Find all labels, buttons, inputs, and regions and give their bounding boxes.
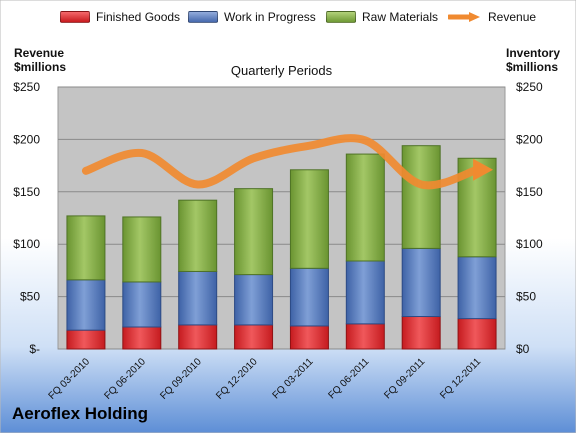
bar-raw-materials bbox=[66, 215, 106, 281]
bar-finished-goods bbox=[66, 329, 106, 350]
arrow-icon bbox=[448, 12, 480, 22]
bar-work-in-progress bbox=[345, 260, 385, 325]
bar-raw-materials bbox=[289, 169, 329, 269]
legend: Finished Goods Work in Progress Raw Mate… bbox=[0, 10, 576, 34]
x-tick-label: FQ 09-2010 bbox=[158, 356, 204, 402]
right-axis-title: Inventory $millions bbox=[506, 46, 560, 74]
y-tick-label-left: $250 bbox=[13, 80, 40, 94]
bar-work-in-progress bbox=[401, 247, 441, 318]
bar-finished-goods bbox=[122, 326, 162, 350]
bar-work-in-progress bbox=[66, 279, 106, 331]
bar-raw-materials bbox=[401, 145, 441, 249]
x-tick-label: FQ 03-2011 bbox=[271, 356, 316, 401]
legend-item-work-in-progress: Work in Progress bbox=[188, 10, 316, 24]
y-tick-label-right: $250 bbox=[516, 80, 543, 94]
left-axis-title-line1: Revenue bbox=[14, 46, 65, 60]
legend-label-work-in-progress: Work in Progress bbox=[224, 10, 316, 24]
legend-item-raw-materials: Raw Materials bbox=[326, 10, 438, 24]
bar-finished-goods bbox=[345, 323, 385, 350]
x-tick-label: FQ 12-2011 bbox=[438, 356, 483, 401]
legend-label-raw-materials: Raw Materials bbox=[362, 10, 439, 24]
legend-item-revenue: Revenue bbox=[448, 10, 536, 24]
x-tick-label: FQ 03-2010 bbox=[47, 356, 93, 402]
left-axis-title: Revenue $millions bbox=[14, 46, 66, 74]
bar-finished-goods bbox=[178, 324, 218, 350]
company-title: Aeroflex Holding bbox=[12, 404, 149, 423]
bar-finished-goods bbox=[457, 318, 497, 350]
bar-raw-materials bbox=[122, 216, 162, 283]
revenue-line bbox=[81, 134, 482, 190]
bar-work-in-progress bbox=[289, 267, 329, 327]
y-tick-label-right: $0 bbox=[516, 342, 530, 356]
legend-label-finished-goods: Finished Goods bbox=[96, 10, 181, 24]
y-tick-label-right: $200 bbox=[516, 132, 543, 146]
x-tick-label: FQ 09-2011 bbox=[382, 356, 427, 401]
y-tick-label-left: $200 bbox=[13, 132, 40, 146]
legend-label-revenue: Revenue bbox=[488, 10, 537, 24]
bar-finished-goods bbox=[289, 325, 329, 350]
x-tick-label: FQ 12-2010 bbox=[214, 356, 260, 402]
bar-work-in-progress bbox=[234, 274, 274, 326]
bar-raw-materials bbox=[345, 153, 385, 262]
bar-work-in-progress bbox=[122, 281, 162, 328]
legend-item-finished-goods: Finished Goods bbox=[60, 10, 180, 24]
bar-work-in-progress bbox=[178, 270, 218, 326]
left-axis-title-line2: $millions bbox=[14, 60, 67, 74]
revenue-arrowhead bbox=[473, 158, 494, 181]
x-tick-label: FQ 06-2010 bbox=[102, 356, 148, 402]
bar-work-in-progress bbox=[457, 256, 497, 320]
right-axis-title-line1: Inventory bbox=[506, 46, 561, 60]
y-tick-label-right: $50 bbox=[516, 290, 536, 304]
y-tick-label-left: $- bbox=[29, 342, 40, 356]
bar-raw-materials bbox=[178, 199, 218, 272]
right-axis-title-line2: $millions bbox=[506, 60, 559, 74]
bar-finished-goods bbox=[401, 316, 441, 350]
y-tick-label-left: $50 bbox=[20, 290, 40, 304]
y-tick-label-left: $150 bbox=[13, 185, 40, 199]
y-tick-label-left: $100 bbox=[13, 237, 40, 251]
plot-title: Quarterly Periods bbox=[231, 63, 333, 78]
bar-raw-materials bbox=[234, 188, 274, 276]
x-tick-label: FQ 06-2011 bbox=[326, 356, 371, 401]
y-tick-label-right: $100 bbox=[516, 237, 543, 251]
legend-swatch-work-in-progress bbox=[188, 11, 218, 23]
legend-swatch-finished-goods bbox=[60, 11, 90, 23]
y-tick-label-right: $150 bbox=[516, 185, 543, 199]
bar-finished-goods bbox=[234, 324, 274, 350]
legend-swatch-raw-materials bbox=[326, 11, 356, 23]
